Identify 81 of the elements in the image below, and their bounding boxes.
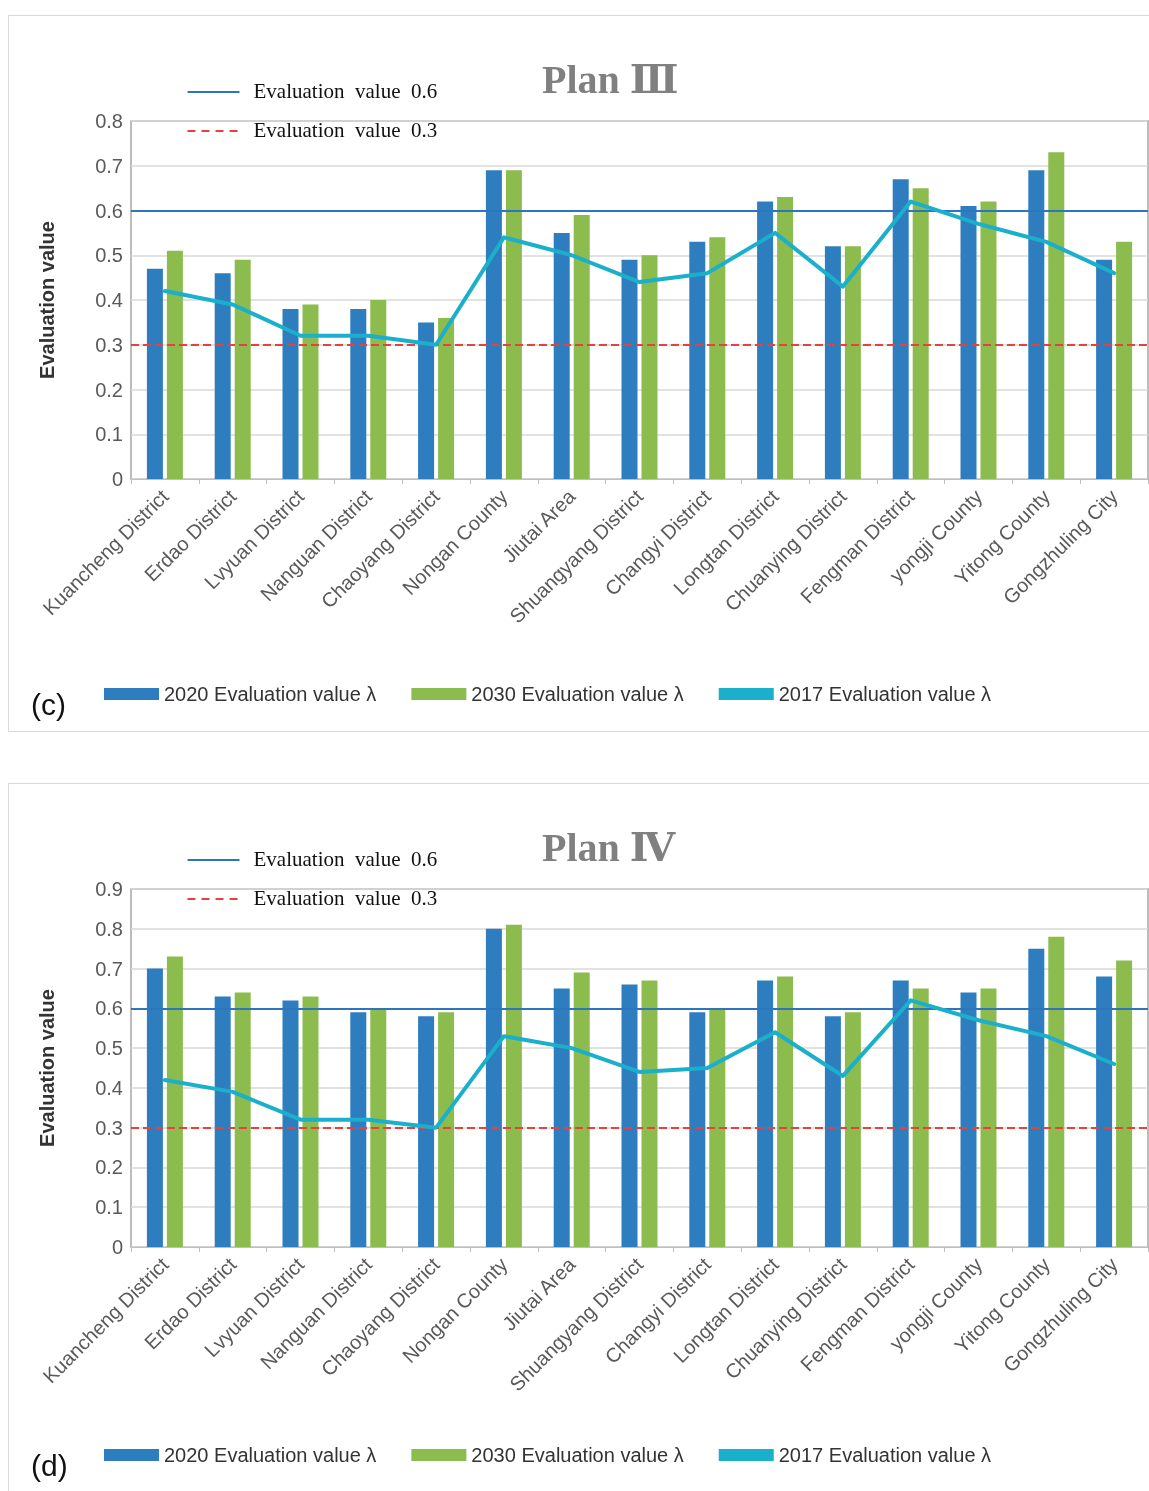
bar [1048, 936, 1065, 1247]
bar [980, 201, 997, 479]
y-tick-label: 0.7 [95, 957, 123, 980]
bar [418, 1016, 435, 1247]
bar [166, 956, 183, 1247]
y-tick-label: 0.5 [95, 1037, 123, 1060]
bar [438, 1012, 455, 1247]
bar [1116, 241, 1133, 479]
bar [234, 992, 251, 1247]
bar [166, 250, 183, 479]
y-tick-label: 0.2 [95, 1156, 123, 1179]
bar [641, 980, 658, 1247]
chart-title: Plan Ⅲ [542, 56, 679, 102]
bar [505, 924, 522, 1247]
bar [505, 170, 522, 479]
bar [824, 246, 841, 479]
y-tick-label: 0.5 [95, 244, 123, 267]
bar [350, 1012, 367, 1247]
y-tick-label: 0 [111, 468, 123, 490]
text: (d) [31, 1448, 68, 1482]
bar [824, 1016, 841, 1247]
legend-label: 2030 Evaluation value λ [471, 1444, 684, 1466]
bar [709, 1008, 726, 1247]
bar [282, 308, 299, 479]
legend-label: Evaluation value 0.6 [253, 78, 438, 103]
legend-label: Evaluation value 0.3 [253, 885, 438, 910]
bar [709, 237, 726, 479]
y-tick-label: 0 [111, 1236, 123, 1258]
bar [234, 259, 251, 479]
bar [689, 1012, 706, 1247]
legend-label: Evaluation value 0.6 [253, 846, 438, 871]
bar [641, 255, 658, 479]
bar [844, 1012, 861, 1247]
y-tick-label: 0.4 [95, 289, 123, 311]
bar [146, 268, 163, 479]
bar [980, 988, 997, 1247]
bar [438, 317, 455, 479]
bar [1048, 152, 1065, 479]
bar [553, 232, 570, 479]
bar [350, 308, 367, 479]
y-tick-label: 0.6 [95, 199, 123, 222]
line-series [162, 998, 1117, 1130]
legend-label: Evaluation value 0.3 [253, 117, 438, 142]
bar [302, 996, 319, 1247]
bar [573, 214, 590, 479]
y-tick-label: 0.3 [95, 333, 123, 356]
y-tick-label: 0.2 [95, 378, 123, 401]
y-tick-label: 0.3 [95, 1116, 123, 1139]
y-axis-title: Evaluation value [36, 989, 58, 1147]
bar [777, 976, 794, 1247]
y-tick-label: 0.1 [95, 423, 123, 446]
y-tick-label: 0.8 [95, 110, 123, 132]
bar [621, 259, 638, 479]
bar [573, 972, 590, 1247]
bar [370, 300, 387, 479]
bar [777, 197, 794, 479]
legend-label: 2017 Evaluation value λ [778, 683, 992, 705]
chart-title: Plan Ⅳ [542, 824, 676, 870]
legend-label: 2017 Evaluation value λ [778, 1444, 992, 1466]
legend-label: 2020 Evaluation value λ [164, 683, 377, 705]
y-tick-label: 0.6 [95, 997, 123, 1020]
y-tick-label: 0.1 [95, 1196, 123, 1219]
bar [844, 246, 861, 479]
bar [370, 1008, 387, 1247]
bar [1116, 960, 1133, 1247]
y-tick-label: 0.7 [95, 154, 123, 177]
bar [1096, 259, 1113, 479]
text: (c) [31, 687, 66, 721]
bar [418, 322, 435, 479]
line-series [162, 199, 1117, 347]
bar [912, 188, 929, 479]
legend-label: 2020 Evaluation value λ [164, 1444, 377, 1466]
bar [214, 273, 231, 479]
bar [689, 241, 706, 479]
y-tick-label: 0.8 [95, 917, 123, 940]
bar [912, 988, 929, 1247]
legend-label: 2030 Evaluation value λ [471, 683, 684, 705]
y-tick-label: 0.9 [95, 878, 123, 900]
y-tick-label: 0.4 [95, 1076, 123, 1099]
y-axis-title: Evaluation value [36, 221, 58, 379]
bar [302, 304, 319, 479]
